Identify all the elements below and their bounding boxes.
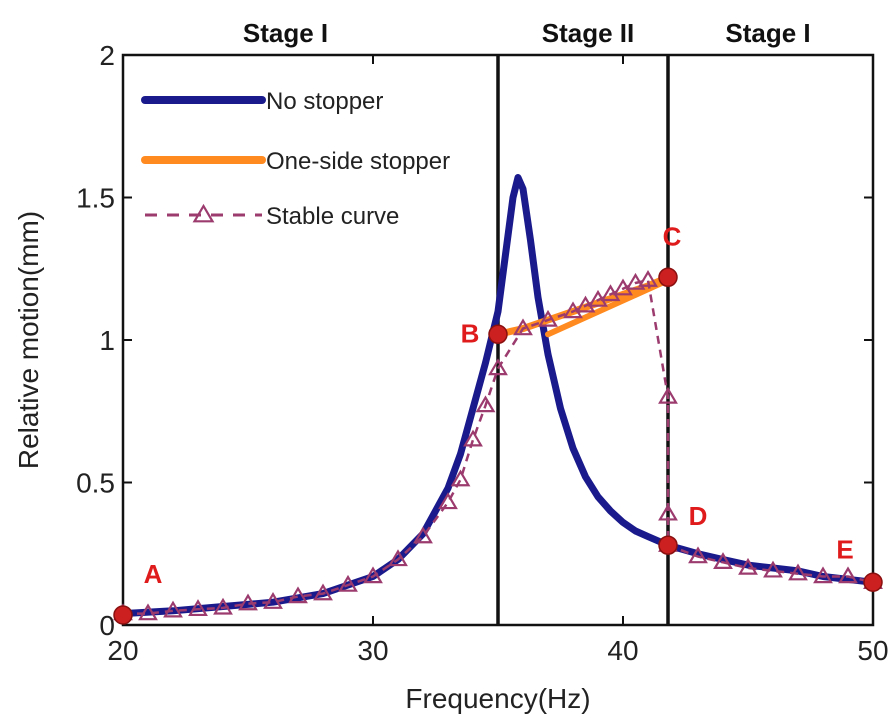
legend-label-no-stopper: No stopper	[266, 88, 383, 115]
stable-curve-marker	[313, 583, 333, 601]
stable-curve-marker	[138, 603, 158, 621]
key-point-label: D	[689, 501, 708, 531]
x-tick-label: 30	[357, 635, 388, 666]
stable-curve-marker	[638, 269, 658, 287]
legend: No stopper One-side stopper Stable curve	[141, 88, 450, 230]
x-tick-label: 40	[607, 635, 638, 666]
key-point-marker	[658, 267, 678, 288]
stage-label: Stage I	[243, 18, 328, 48]
stable-curve-marker	[658, 503, 678, 521]
stable-curve-marker	[625, 272, 646, 290]
stable-curve-marker	[738, 557, 758, 575]
stable-curve-marker	[288, 586, 308, 604]
y-tick-label: 0.5	[76, 468, 115, 499]
stable-curve-marker	[213, 597, 233, 615]
key-point-label: A	[144, 559, 163, 589]
stable-curve-marker	[163, 600, 183, 618]
legend-marker-stable-curve	[192, 203, 215, 223]
legend-label-stable-curve: Stable curve	[266, 203, 399, 230]
stable-curve-marker	[438, 492, 458, 510]
stable-curve-marker	[763, 560, 783, 578]
series-line-one-side-stopper-branch	[545, 277, 671, 338]
plot-area: 20 30 40 50 0 0.5 1 1.5 2 Frequency(Hz) Relative m…	[13, 18, 889, 714]
stage-label: Stage II	[542, 18, 634, 48]
x-tick-label: 50	[857, 635, 888, 666]
legend-label-one-side-stopper: One-side stopper	[266, 148, 450, 175]
key-point-marker	[863, 572, 883, 592]
stable-curve-marker	[338, 574, 358, 592]
stable-curve-marker	[538, 309, 558, 327]
stable-curve-marker	[658, 386, 678, 404]
stable-curve-marker	[238, 593, 258, 611]
stable-curve-marker	[450, 469, 471, 487]
stable-curve-marker	[513, 318, 533, 336]
key-point-label: B	[461, 318, 480, 348]
key-point-marker	[658, 535, 678, 555]
stable-curve-marker	[788, 563, 808, 581]
x-axis-label: Frequency(Hz)	[405, 683, 590, 714]
stable-curve-marker	[475, 395, 496, 413]
stable-curve-marker	[713, 552, 733, 570]
key-point-label: C	[663, 221, 682, 251]
y-tick-label: 1.5	[76, 183, 115, 214]
y-tick-label: 2	[99, 40, 115, 71]
y-axis-label: Relative motion(mm)	[13, 211, 44, 469]
stable-curve-marker	[813, 566, 833, 584]
key-point-marker	[488, 324, 508, 345]
stable-curve-marker	[263, 592, 283, 609]
x-tick-label: 20	[107, 635, 138, 666]
stable-curve-marker	[838, 566, 858, 584]
stable-curve-marker	[463, 429, 483, 447]
stable-curve-marker	[488, 358, 508, 376]
key-point-marker	[113, 605, 133, 625]
stable-curve-marker	[413, 526, 433, 544]
stable-curve-marker	[188, 599, 208, 617]
y-tick-label: 1	[99, 325, 115, 356]
key-point-label: E	[836, 534, 853, 564]
stable-curve-marker	[688, 546, 708, 564]
stable-curve-marker	[388, 549, 408, 567]
stage-label: Stage I	[725, 18, 810, 48]
stable-curve-marker	[363, 566, 383, 584]
y-tick-label: 0	[99, 610, 115, 641]
